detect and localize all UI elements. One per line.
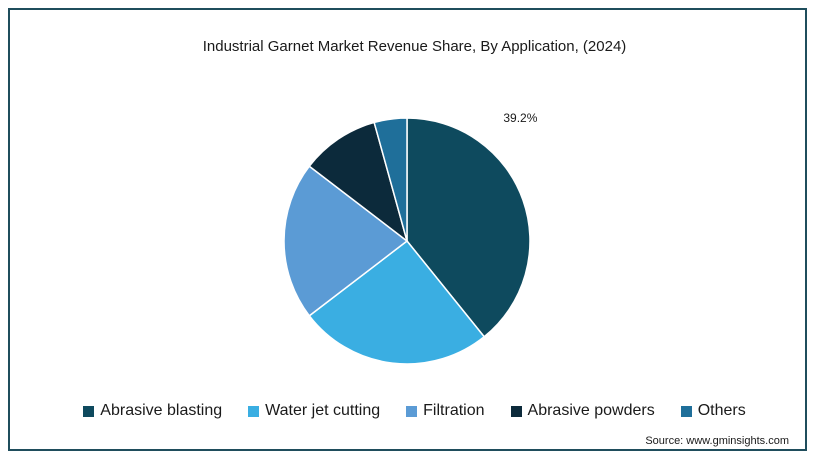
legend-swatch (406, 405, 418, 417)
pie-slice-filtration (283, 165, 409, 317)
pie-slices (283, 117, 531, 365)
legend-label: Abrasive powders (527, 402, 655, 419)
legend-item: Others (680, 402, 746, 420)
source-note: Source: www.gminsights.com (645, 435, 789, 447)
chart-legend: Abrasive blasting Water jet cutting Filtra… (0, 402, 829, 420)
legend-swatch (248, 405, 260, 417)
legend-label: Water jet cutting (265, 402, 381, 419)
legend-item: Water jet cutting (248, 402, 380, 420)
data-label-abrasive-blasting: 39.2% (503, 111, 537, 125)
pie-slice-abrasive-powders (308, 121, 409, 243)
pie-slice-abrasive-blasting (406, 117, 531, 338)
chart-title: Industrial Garnet Market Revenue Share, … (202, 38, 627, 55)
legend-label: Others (697, 402, 746, 419)
legend-item: Filtration (406, 402, 485, 420)
pie-slice-others (373, 117, 408, 242)
legend-swatch (510, 405, 522, 417)
legend-swatch (83, 405, 95, 417)
legend-label: Filtration (423, 402, 485, 419)
legend-item: Abrasive powders (510, 402, 655, 420)
pie-data-labels: 39.2% (503, 111, 537, 125)
pie-slice-water-jet-cutting (308, 239, 486, 365)
legend-item: Abrasive blasting (83, 402, 222, 420)
legend-label: Abrasive blasting (100, 402, 223, 419)
legend-swatch (680, 405, 692, 417)
